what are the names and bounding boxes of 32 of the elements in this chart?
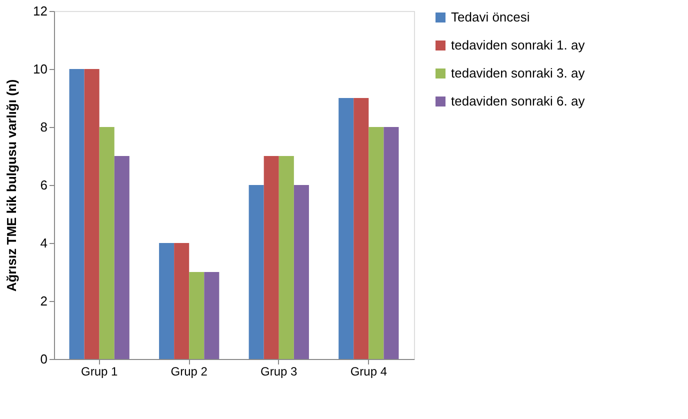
y-tick-label: 12 [33, 4, 48, 18]
y-tick-label: 6 [40, 178, 48, 192]
legend-label: tedaviden sonraki 1. ay [451, 38, 586, 52]
x-tick-label: Grup 2 [170, 364, 208, 378]
y-tick-label: 4 [40, 236, 48, 250]
legend-label: tedaviden sonraki 3. ay [451, 66, 586, 80]
bar [174, 243, 190, 359]
bar [294, 185, 309, 359]
bar [264, 156, 279, 359]
bar [159, 243, 174, 359]
x-tick-label: Grup 3 [260, 364, 298, 378]
bar [69, 69, 84, 359]
bar [189, 272, 204, 359]
bar [368, 127, 384, 359]
y-tick-label: 8 [40, 120, 48, 134]
bar [384, 127, 399, 359]
y-tick-label: 2 [40, 294, 48, 308]
bar [114, 156, 130, 359]
y-axis-title: Ağrısız TME kik bulgusu varlığı (n) [4, 79, 20, 292]
y-tick-label: 0 [40, 352, 48, 366]
y-tick-label: 10 [33, 62, 48, 76]
bar [99, 127, 114, 359]
legend-label: Tedavi öncesi [451, 10, 530, 24]
bar [354, 98, 369, 359]
legend-label: tedaviden sonraki 6. ay [451, 94, 586, 108]
bar [278, 156, 294, 359]
bar [338, 98, 354, 359]
bar [248, 185, 264, 359]
bar [84, 69, 100, 359]
x-tick-label: Grup 1 [80, 364, 118, 378]
x-tick-label: Grup 4 [350, 364, 388, 378]
bar [204, 272, 220, 359]
